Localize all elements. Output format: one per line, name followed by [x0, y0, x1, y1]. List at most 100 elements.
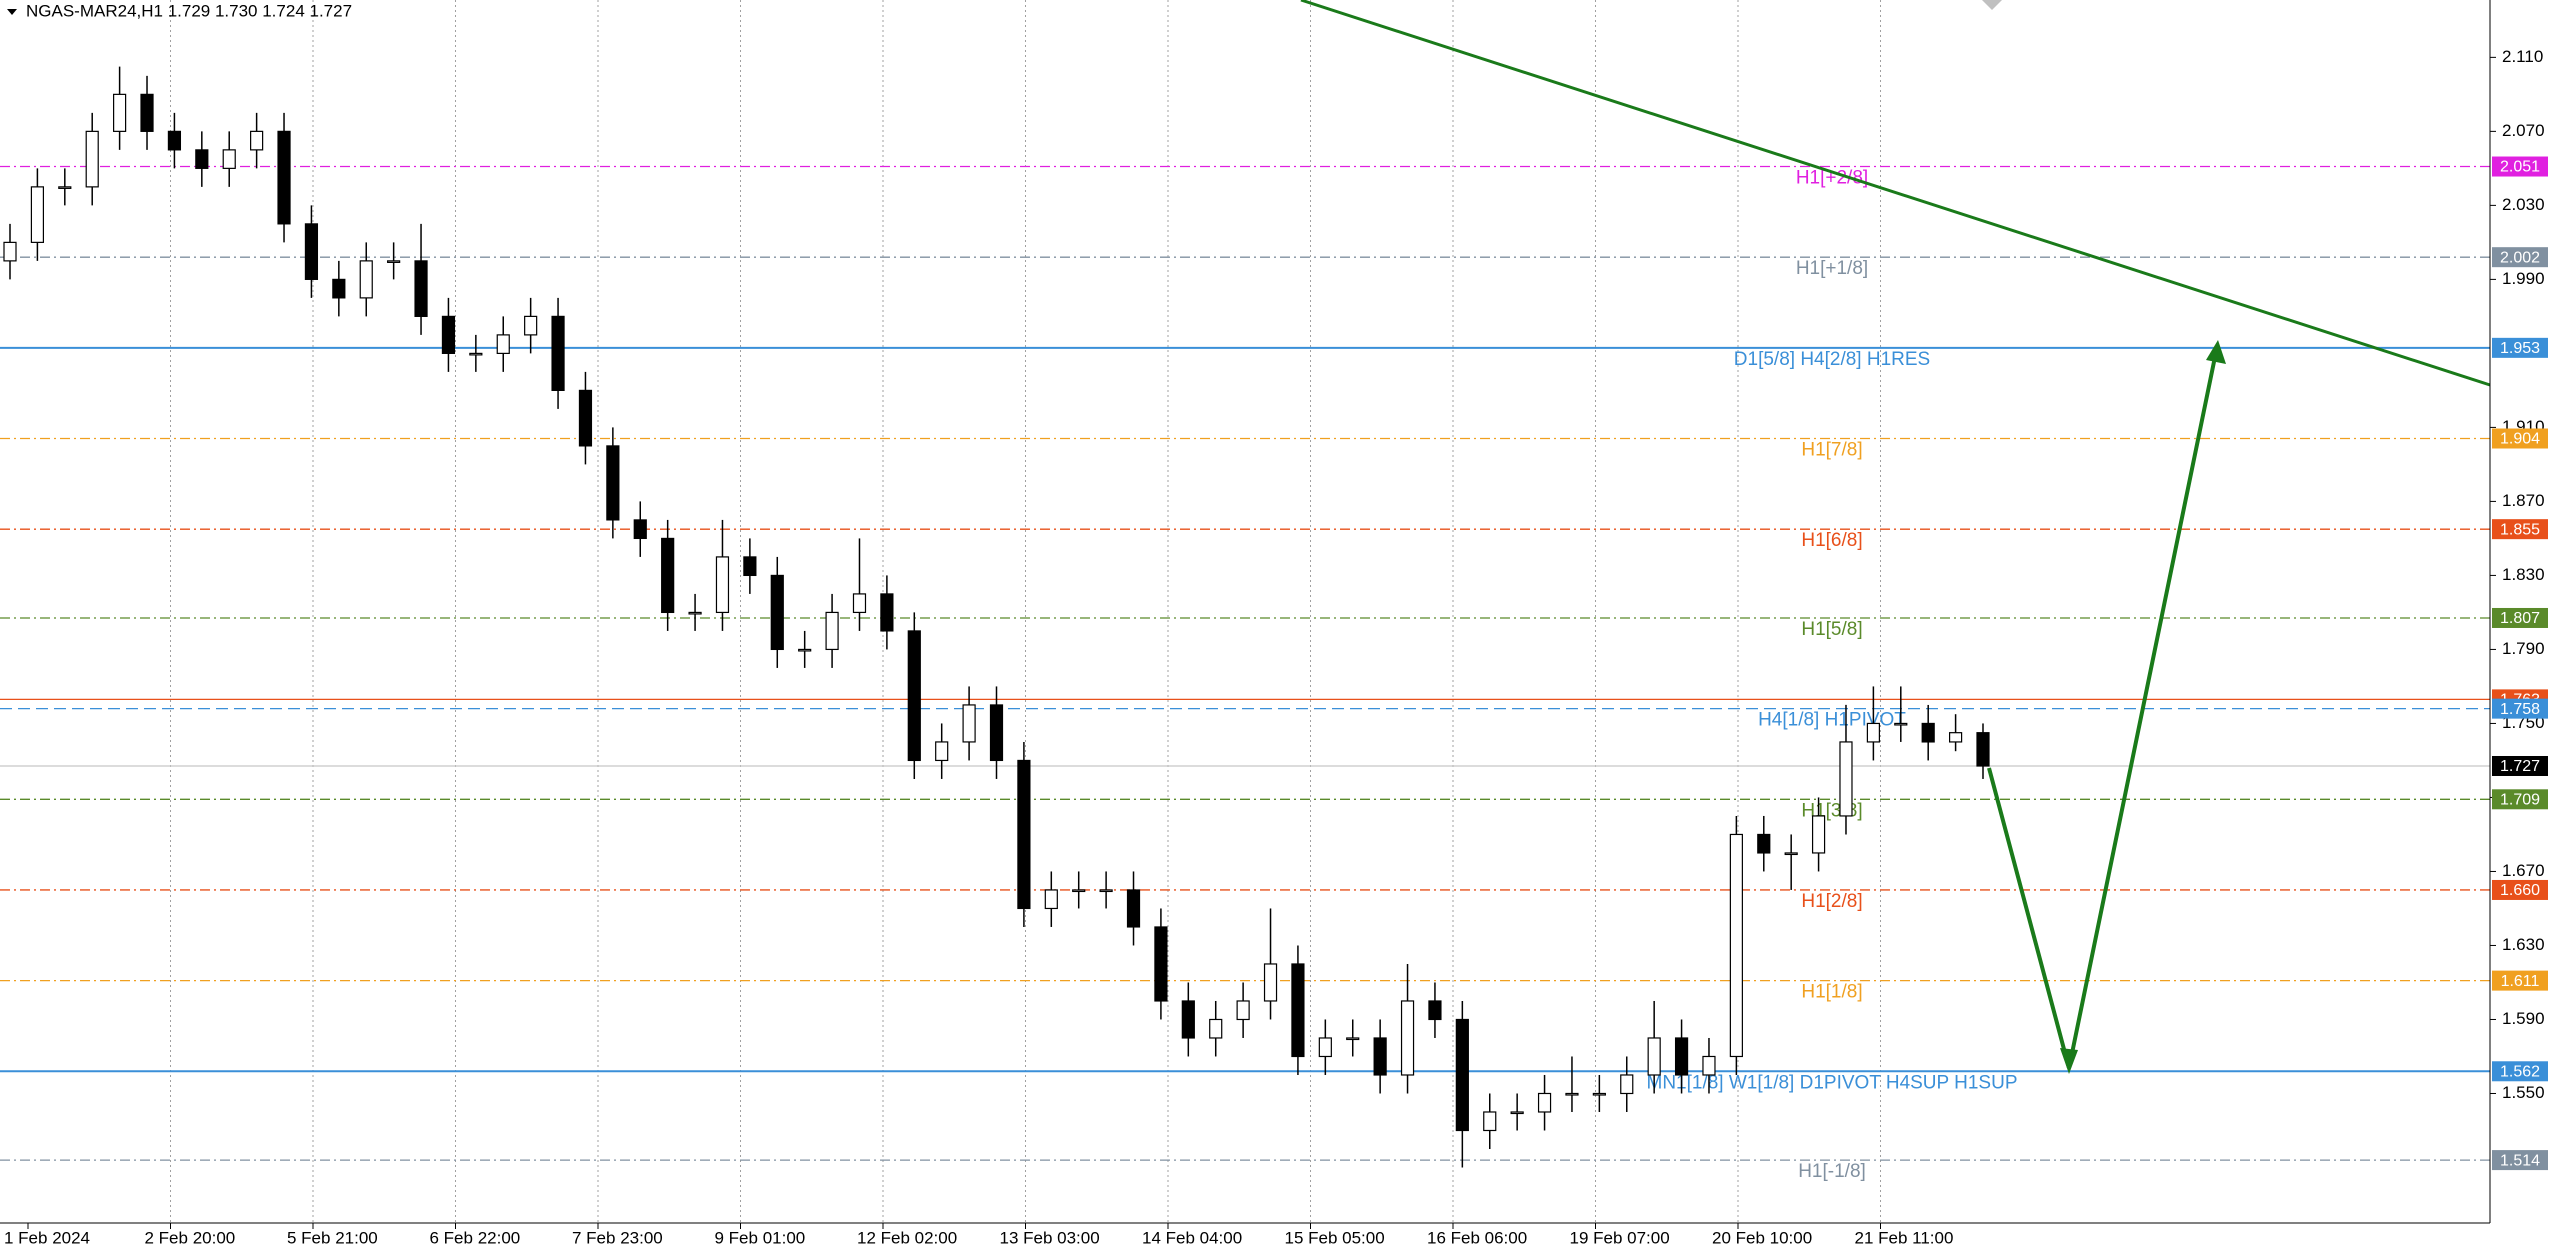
level-label: H1[+2/8] [1796, 168, 1868, 189]
candle-body [880, 593, 894, 632]
y-tick-label: 2.110 [2502, 47, 2543, 66]
price-box [2492, 156, 2548, 177]
price-box-label: 1.514 [2500, 1152, 2540, 1169]
candle-body [1565, 1092, 1579, 1096]
candle-body [1839, 741, 1853, 817]
x-tick-label: 1 Feb 2024 [4, 1228, 90, 1247]
candle-body [551, 315, 565, 391]
candle-body [743, 556, 757, 577]
y-tick-label: 1.590 [2502, 1009, 2545, 1028]
price-box-label: 1.727 [2500, 758, 2540, 775]
candle-body [524, 315, 538, 336]
x-tick-label: 6 Feb 22:00 [430, 1228, 521, 1247]
trend-line [1300, 0, 2491, 387]
candle-body [441, 315, 456, 354]
x-tick-label: 9 Feb 01:00 [715, 1228, 806, 1247]
x-tick-label: 12 Feb 02:00 [857, 1228, 957, 1247]
y-tick-label: 1.550 [2502, 1083, 2545, 1102]
y-tick-label: 1.790 [2502, 639, 2545, 658]
candle-body [1784, 852, 1798, 856]
candle-body [304, 223, 319, 280]
y-tick-label: 1.870 [2502, 491, 2545, 510]
chart-title: NGAS-MAR24,H1 1.729 1.730 1.724 1.727 [26, 1, 352, 20]
level-label: H1[+1/8] [1796, 258, 1868, 279]
candle-body [1400, 1000, 1415, 1076]
y-tick-label: 2.030 [2502, 195, 2545, 214]
candle-body [222, 149, 236, 169]
candle-body [1373, 1037, 1387, 1076]
candle-body [1017, 759, 1031, 910]
candle-body [1126, 889, 1141, 928]
candle-body [195, 149, 209, 169]
candle-body [277, 130, 291, 225]
candle-body [1072, 889, 1086, 893]
candle-body [1894, 722, 1908, 726]
candle-body [1099, 889, 1113, 893]
candle-body [414, 260, 428, 317]
candle-body [1647, 1037, 1661, 1076]
candle-body [58, 186, 72, 189]
candle-body [770, 574, 784, 651]
price-box [2492, 607, 2548, 628]
level-label: H1[3/8] [1801, 800, 1862, 821]
x-tick-label: 5 Feb 21:00 [287, 1228, 378, 1247]
x-tick-label: 21 Feb 11:00 [1855, 1228, 1954, 1247]
price-box [2492, 698, 2548, 719]
candle-body [1483, 1111, 1497, 1132]
price-box-label: 2.002 [2500, 249, 2540, 266]
price-box [2492, 755, 2548, 776]
candle-body [359, 260, 373, 299]
price-box [2492, 519, 2548, 540]
candle-body [661, 537, 675, 614]
candle-body [1346, 1037, 1360, 1041]
price-box-label: 1.904 [2500, 431, 2540, 448]
y-tick-label: 1.630 [2502, 935, 2545, 954]
x-tick-label: 16 Feb 06:00 [1427, 1228, 1527, 1247]
x-tick-label: 13 Feb 03:00 [1000, 1228, 1100, 1247]
x-tick-label: 19 Feb 07:00 [1570, 1228, 1670, 1247]
candle-body [907, 630, 921, 762]
price-box [2492, 879, 2548, 900]
menu-arrow[interactable] [7, 9, 17, 15]
candle-body [1948, 732, 1963, 743]
price-box-label: 1.855 [2500, 521, 2540, 538]
price-box [2492, 337, 2548, 358]
candle-body [1510, 1111, 1524, 1115]
candle-body [1154, 926, 1168, 1002]
price-box-label: 1.807 [2500, 610, 2540, 627]
price-box [2492, 970, 2548, 991]
candle-body [633, 519, 647, 540]
candle-body [825, 611, 839, 651]
x-tick-label: 2 Feb 20:00 [145, 1228, 236, 1247]
candle-body [1236, 1000, 1250, 1021]
axis: 1 Feb 2024 2 Feb 20:00 5 Feb 21:00 6 Feb 22… [4, 47, 2548, 1247]
candle-body [1209, 1018, 1223, 1039]
price-box [2492, 428, 2548, 449]
price-box-label: 1.660 [2500, 882, 2540, 899]
candle-body [852, 593, 867, 614]
level-label: D1[5/8] H4[2/8] H1RES [1734, 349, 1930, 370]
candle-body [1620, 1074, 1634, 1095]
candle-body [715, 556, 730, 614]
candle-body [1181, 1000, 1195, 1039]
level-label: H1[6/8] [1801, 530, 1862, 551]
candle-body [85, 130, 99, 188]
marker [1982, 0, 2002, 10]
candle-body [1866, 722, 1880, 743]
y-tick-label: 1.990 [2502, 269, 2545, 288]
price-box [2492, 1150, 2548, 1171]
candles [3, 66, 1990, 1168]
level-label: H1[1/8] [1801, 982, 1862, 1003]
candle-body [1428, 1000, 1442, 1021]
candle-body [1455, 1018, 1469, 1132]
candle-body [1811, 815, 1826, 854]
candle-body [140, 93, 154, 132]
arrow-head [2060, 1048, 2078, 1074]
candle-body [798, 648, 812, 652]
arrow-head [2206, 340, 2226, 364]
candle-body [1044, 889, 1058, 910]
price-box [2492, 247, 2548, 268]
candle-body [1921, 722, 1935, 743]
candle-body [578, 389, 593, 447]
